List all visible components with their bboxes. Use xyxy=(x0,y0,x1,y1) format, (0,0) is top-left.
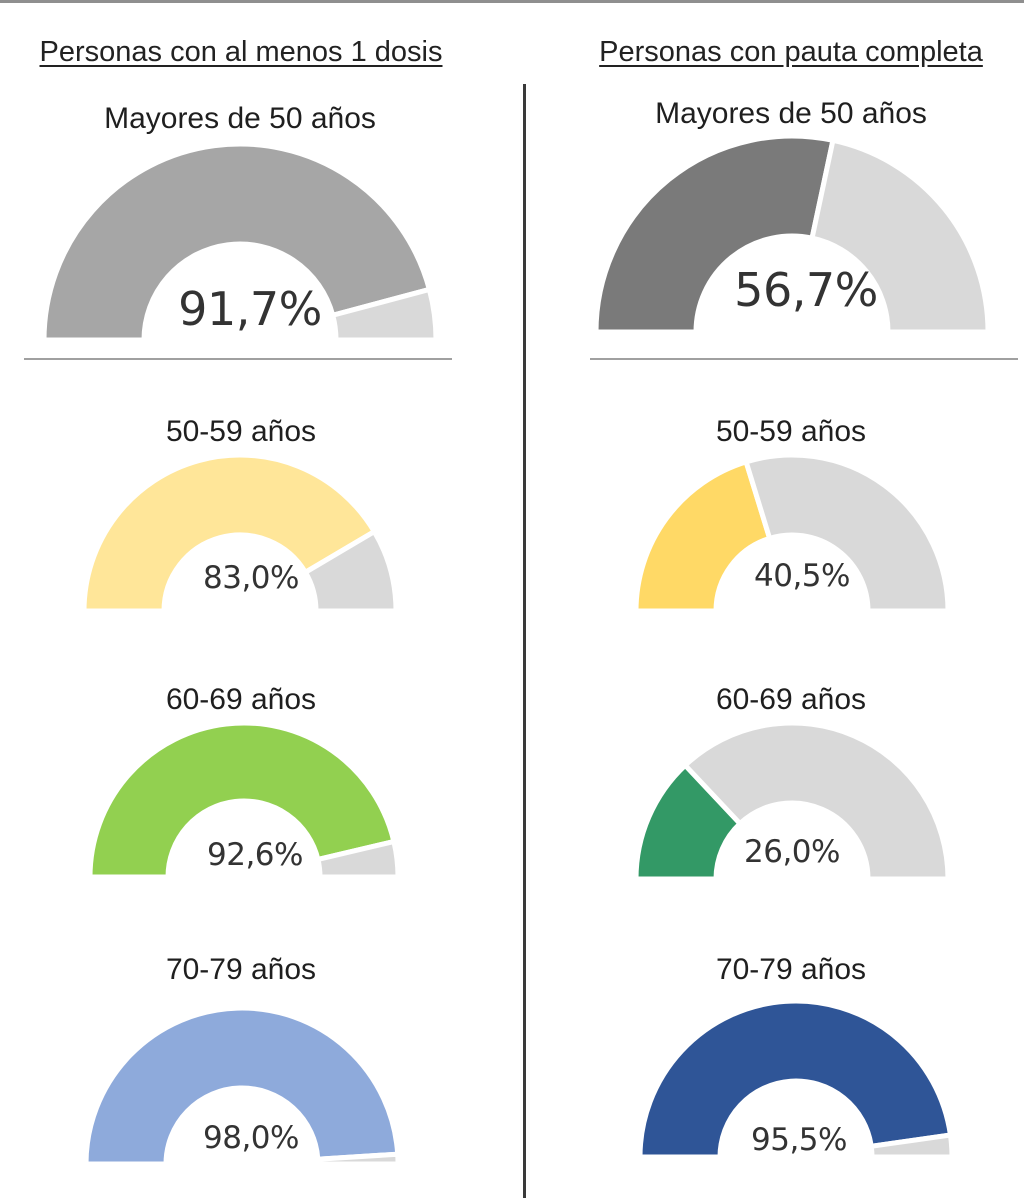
gauge-value-arc xyxy=(41,141,433,343)
gauge-chart xyxy=(83,1005,401,1167)
gauge-title: Mayores de 50 años xyxy=(655,97,927,130)
gauge-value-label: 40,5% xyxy=(754,558,850,594)
gauge-value-label: 92,6% xyxy=(207,837,303,873)
gauge-remainder-arc xyxy=(329,286,439,343)
top-rule xyxy=(0,0,1024,3)
gauge-title: 60-69 años xyxy=(715,683,867,716)
gauge-value-arc xyxy=(637,998,954,1160)
gauge-value-arc xyxy=(87,720,397,880)
gauge-chart xyxy=(87,720,401,880)
gauge-chart xyxy=(637,998,955,1160)
gauge-value-label: 83,0% xyxy=(203,560,299,596)
gauge-value-label: 26,0% xyxy=(744,834,840,870)
gauge-title: 70-79 años xyxy=(165,953,317,986)
separator-left xyxy=(24,358,452,360)
column-divider xyxy=(523,84,526,1198)
column-title-al-menos-1-dosis: Personas con al menos 1 dosis xyxy=(39,36,443,68)
gauge-value-label: 91,7% xyxy=(178,282,322,336)
gauge-value-arc xyxy=(633,458,773,614)
gauge-value-arc xyxy=(81,452,378,614)
gauge-value-label: 56,7% xyxy=(734,263,878,317)
gauge-title: 70-79 años xyxy=(715,953,867,986)
gauge-remainder-arc xyxy=(314,838,401,880)
gauge-chart xyxy=(593,133,991,335)
gauge-remainder-arc xyxy=(868,1132,955,1160)
gauge-remainder-arc xyxy=(315,1151,401,1167)
gauge-value-arc xyxy=(593,133,836,335)
gauge-remainder-arc xyxy=(743,452,951,614)
gauge-chart xyxy=(81,452,399,614)
gauge-remainder-arc xyxy=(681,720,951,882)
gauge-remainder-arc xyxy=(301,528,399,614)
gauge-title: 60-69 años xyxy=(165,683,317,716)
gauge-title: 50-59 años xyxy=(715,415,867,448)
gauge-chart xyxy=(633,452,951,614)
gauge-value-arc xyxy=(83,1005,401,1167)
gauge-chart xyxy=(633,720,951,882)
gauge-title: Mayores de 50 años xyxy=(104,102,376,135)
gauge-chart xyxy=(41,141,439,343)
gauge-remainder-arc xyxy=(809,137,991,335)
gauge-value-label: 98,0% xyxy=(203,1120,299,1156)
gauge-title: 50-59 años xyxy=(165,415,317,448)
gauge-value-label: 95,5% xyxy=(751,1122,847,1158)
separator-right xyxy=(590,358,1018,360)
column-title-pauta-completa: Personas con pauta completa xyxy=(599,36,983,68)
